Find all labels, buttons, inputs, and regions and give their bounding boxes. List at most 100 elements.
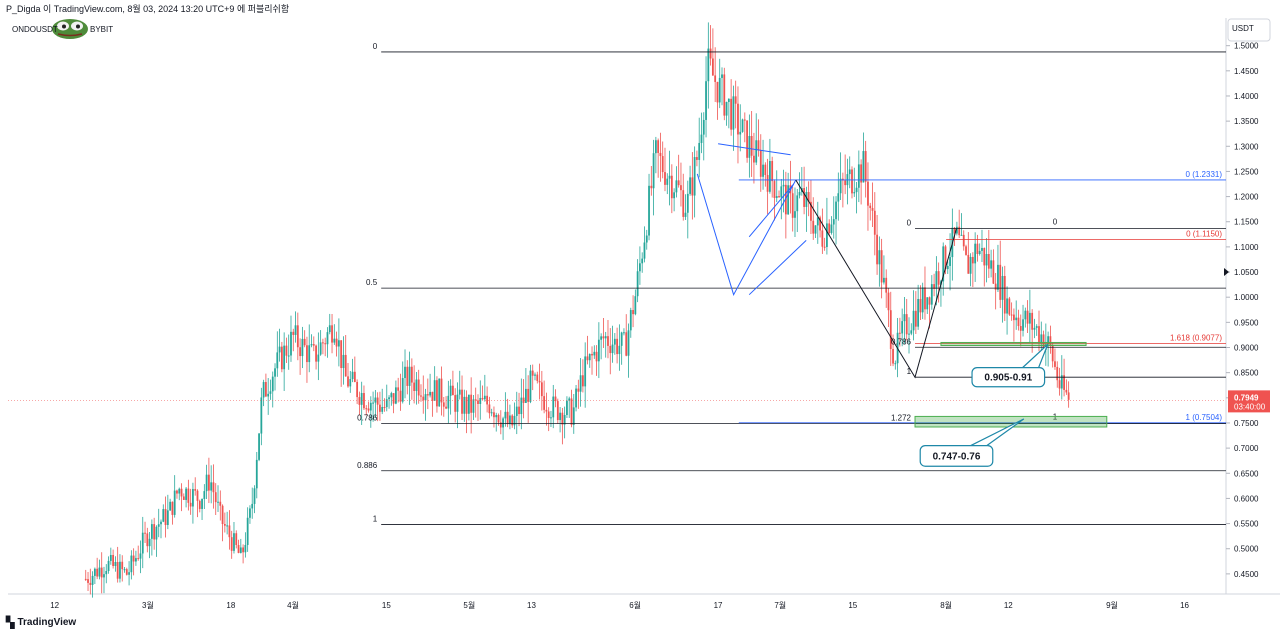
fib-level-label: 1.272 <box>891 413 912 422</box>
price-chart[interactable]: 0.4500 0.5000 0.5500 0.6000 0.6500 0.7000 0.75… <box>0 18 1280 618</box>
candle-body <box>479 397 482 404</box>
candle-body <box>424 394 427 401</box>
candle-body <box>577 388 580 392</box>
candle-body <box>675 180 678 193</box>
candle-body <box>233 533 235 551</box>
candle-body <box>128 572 130 575</box>
candle-body <box>978 250 981 254</box>
x-tick-label: 3월 <box>142 600 154 610</box>
candle-body <box>205 474 208 492</box>
candle-body <box>883 277 885 283</box>
chart-svg[interactable]: 0.45000.50000.55000.60000.65000.70000.75… <box>0 18 1280 618</box>
candle-body <box>707 48 710 82</box>
candle-body <box>889 310 892 349</box>
candle-body <box>867 181 869 206</box>
candle-body <box>246 517 249 545</box>
candle-body <box>828 223 831 233</box>
candle-body <box>394 387 397 404</box>
candle-body <box>511 415 514 426</box>
y-tick-label: 1.2500 <box>1234 167 1259 176</box>
candle-body <box>276 352 279 369</box>
symbol-ticker[interactable]: ONDOUSDT <box>12 25 58 34</box>
candle-body <box>618 345 621 355</box>
candle-body <box>641 258 644 264</box>
candle-body <box>493 412 495 418</box>
fib-extra-label: 0 <box>1053 218 1058 227</box>
x-tick-label: 4월 <box>287 600 299 610</box>
candle-body <box>538 380 541 383</box>
candle-body <box>746 120 748 158</box>
candle-body <box>1058 380 1061 389</box>
candle-body <box>207 474 210 491</box>
candle-body <box>141 532 144 554</box>
candle-body <box>616 338 619 355</box>
candle-body <box>150 524 153 539</box>
price-axis-currency[interactable]: USDT <box>1232 24 1254 33</box>
candle-body <box>855 187 858 193</box>
x-tick-label: 7월 <box>774 600 786 610</box>
candle-body <box>107 560 110 572</box>
candle-body <box>559 412 561 421</box>
candle-body <box>693 157 696 196</box>
candle-body <box>369 402 372 411</box>
candle-body <box>221 505 224 525</box>
candle-body <box>344 354 347 377</box>
candle-body <box>898 332 901 334</box>
candle-body <box>607 336 609 346</box>
candle-body <box>187 488 190 503</box>
candle-body <box>1054 361 1056 367</box>
candle-body <box>287 355 290 357</box>
candle-body <box>702 119 705 135</box>
candle-body <box>901 321 904 334</box>
pattern-trendline <box>748 240 807 296</box>
fib-level-label: 0 <box>373 42 378 51</box>
candle-body <box>488 404 491 414</box>
tradingview-brand[interactable]: ▚ TradingView <box>6 616 76 629</box>
y-tick-label: 1.3000 <box>1234 142 1259 151</box>
candle-body <box>265 382 267 397</box>
candle-body <box>201 498 203 509</box>
candle-body <box>255 459 258 489</box>
candle-body <box>625 332 628 356</box>
candle-body <box>1063 375 1065 390</box>
candle-body <box>757 140 760 151</box>
candle-body <box>280 346 283 370</box>
candle-body <box>568 398 571 401</box>
candle-body <box>969 256 972 274</box>
candle-body <box>87 579 89 583</box>
candle-body <box>1013 314 1015 321</box>
candle-body <box>602 336 605 339</box>
y-tick-label: 0.7000 <box>1234 444 1259 453</box>
candle-body <box>604 336 607 339</box>
candle-body <box>725 102 728 116</box>
candle-body <box>650 185 653 189</box>
candle-body <box>452 385 454 396</box>
candle-body <box>741 119 744 132</box>
candle-body <box>89 582 92 585</box>
symbol-exchange: BYBIT <box>90 25 114 34</box>
candle-body <box>155 526 158 540</box>
candle-body <box>1010 314 1013 316</box>
candle-body <box>171 501 174 515</box>
candle-body <box>499 422 502 428</box>
candle-body <box>974 243 977 264</box>
candle-body <box>447 395 450 409</box>
candle-body <box>135 558 137 562</box>
candle-body <box>609 345 612 354</box>
candle-body <box>146 533 149 547</box>
callout-text: 0.905-0.91 <box>984 373 1032 384</box>
candle-body <box>962 234 965 247</box>
fib-extra-label: 1 <box>1053 412 1058 421</box>
candle-body <box>96 568 99 577</box>
candle-body <box>91 575 94 585</box>
candle-body <box>905 314 908 335</box>
candle-body <box>759 150 762 177</box>
candle-body <box>910 330 913 334</box>
candle-body <box>125 569 128 575</box>
candle-body <box>449 385 452 396</box>
candle-body <box>196 490 199 501</box>
candle-body <box>531 370 534 376</box>
candle-body <box>299 347 302 357</box>
axis-marker-icon <box>1224 268 1229 277</box>
tradingview-logo-icon: ▚ <box>6 617 15 629</box>
